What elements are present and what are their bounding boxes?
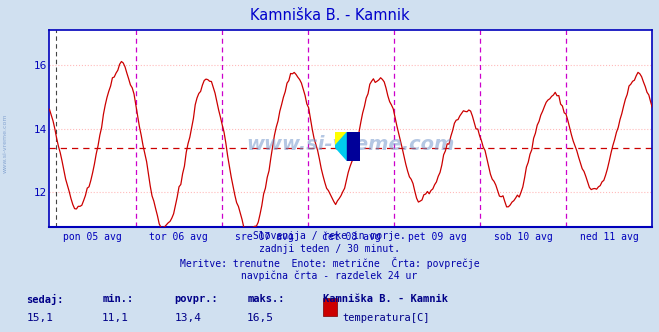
Polygon shape [335,132,347,146]
Text: zadnji teden / 30 minut.: zadnji teden / 30 minut. [259,244,400,254]
Polygon shape [335,132,347,160]
Text: temperatura[C]: temperatura[C] [343,313,430,323]
Text: 11,1: 11,1 [102,313,129,323]
Text: 13,4: 13,4 [175,313,202,323]
Text: Kamniška B. - Kamnik: Kamniška B. - Kamnik [323,294,448,304]
Text: maks.:: maks.: [247,294,285,304]
Text: sedaj:: sedaj: [26,294,64,305]
Text: navpična črta - razdelek 24 ur: navpična črta - razdelek 24 ur [241,271,418,281]
Text: min.:: min.: [102,294,133,304]
Text: Meritve: trenutne  Enote: metrične  Črta: povprečje: Meritve: trenutne Enote: metrične Črta: … [180,257,479,269]
Text: www.si-vreme.com: www.si-vreme.com [3,113,8,173]
Text: Kamniška B. - Kamnik: Kamniška B. - Kamnik [250,8,409,23]
Text: 15,1: 15,1 [26,313,53,323]
Text: 16,5: 16,5 [247,313,274,323]
Polygon shape [347,132,360,160]
Text: Slovenija / reke in morje.: Slovenija / reke in morje. [253,231,406,241]
Text: www.si-vreme.com: www.si-vreme.com [246,135,455,154]
Text: povpr.:: povpr.: [175,294,218,304]
